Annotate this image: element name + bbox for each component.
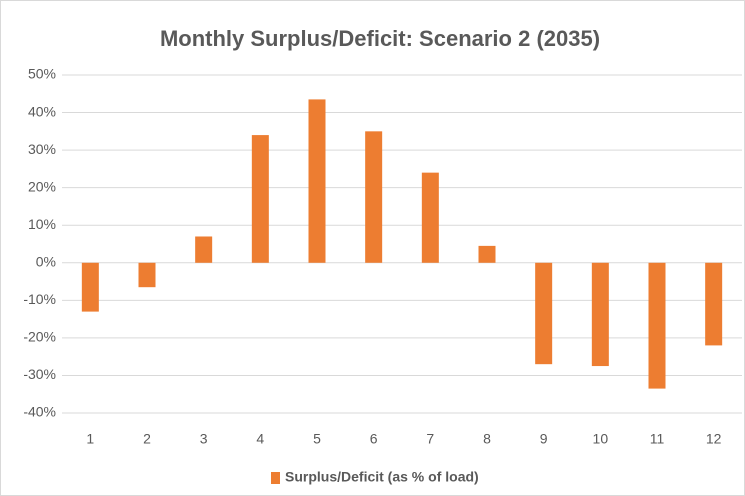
x-tick-label: 12 [706,431,722,447]
bar [81,262,99,312]
y-tick-label: 10% [28,216,56,232]
bar [535,262,553,365]
x-tick-label: 4 [256,431,264,447]
x-tick-label: 7 [426,431,434,447]
y-tick-label: 50% [28,66,56,82]
y-tick-label: 30% [28,141,56,157]
x-tick-label: 11 [650,431,665,447]
y-tick-label: 40% [28,103,56,119]
legend-swatch [271,472,280,484]
y-tick-label: 20% [28,178,56,194]
y-tick-label: 0% [36,253,56,269]
x-tick-label: 5 [313,431,321,447]
y-tick-label: -40% [23,404,56,420]
bar [591,262,609,367]
x-tick-label: 10 [593,431,609,447]
bar [421,172,439,263]
bar [251,135,269,263]
chart-title: Monthly Surplus/Deficit: Scenario 2 (203… [160,26,600,51]
x-tick-label: 3 [200,431,208,447]
x-tick-label: 6 [370,431,378,447]
x-tick-label: 9 [540,431,548,447]
bar [138,262,156,288]
y-tick-label: -20% [23,329,56,345]
bar [478,245,496,263]
bar [308,99,326,263]
legend-label: Surplus/Deficit (as % of load) [285,469,479,485]
y-tick-label: -10% [23,291,56,307]
x-tick-label: 8 [483,431,491,447]
x-tick-label: 1 [86,431,94,447]
bar [195,236,213,263]
bar [705,262,723,346]
bar [648,262,666,389]
y-tick-label: -30% [23,366,56,382]
bar [365,131,383,263]
x-tick-label: 2 [143,431,151,447]
